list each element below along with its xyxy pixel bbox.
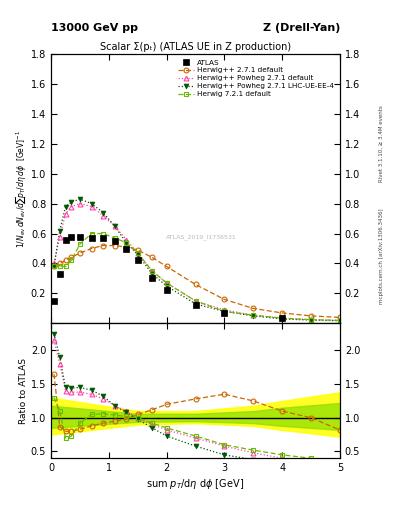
Text: ATLAS_2019_I1736531: ATLAS_2019_I1736531 [166,234,237,240]
Y-axis label: Ratio to ATLAS: Ratio to ATLAS [19,358,28,424]
Text: Rivet 3.1.10, ≥ 3.4M events: Rivet 3.1.10, ≥ 3.4M events [379,105,384,182]
Title: Scalar Σ(pₜ) (ATLAS UE in Z production): Scalar Σ(pₜ) (ATLAS UE in Z production) [100,41,291,52]
Text: Z (Drell-Yan): Z (Drell-Yan) [263,23,340,33]
X-axis label: sum $p_T$/d$\eta$ d$\phi$ [GeV]: sum $p_T$/d$\eta$ d$\phi$ [GeV] [147,477,244,492]
Text: 13000 GeV pp: 13000 GeV pp [51,23,138,33]
Y-axis label: $1/N_{ev}\,dN_{ev}/d\!\sum\!p_T/d\eta\,d\phi$  [GeV]$^{-1}$: $1/N_{ev}\,dN_{ev}/d\!\sum\!p_T/d\eta\,d… [14,130,28,248]
Legend: ATLAS, Herwig++ 2.7.1 default, Herwig++ Powheg 2.7.1 default, Herwig++ Powheg 2.: ATLAS, Herwig++ 2.7.1 default, Herwig++ … [176,57,336,99]
Text: mcplots.cern.ch [arXiv:1306.3436]: mcplots.cern.ch [arXiv:1306.3436] [379,208,384,304]
